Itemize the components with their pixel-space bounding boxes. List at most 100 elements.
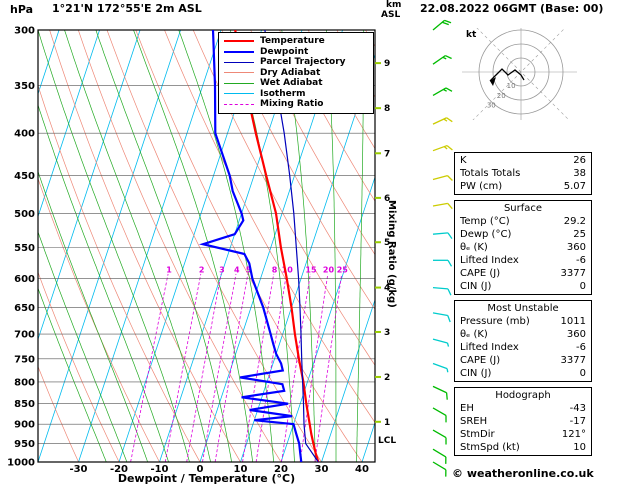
legend-label: Dewpoint [260, 46, 309, 57]
pressure-tick-label: 450 [14, 171, 35, 182]
stat-row: StmSpd (kt) 10 [455, 441, 591, 454]
station-title: 1°21'N 172°55'E 2m ASL [52, 2, 202, 15]
stats-section-hodograph: Hodograph EH -43 SREH -17 StmDir 121° StmSpd (k… [454, 387, 592, 456]
stats-section-surface: Surface Temp (°C) 29.2 Dewp (°C) 25 θₑ (K) 360… [454, 200, 592, 295]
stat-label: PW (cm) [460, 181, 503, 192]
pressure-tick-label: 400 [14, 129, 35, 140]
stat-label: StmDir [460, 429, 495, 440]
temp-tick-label: -10 [150, 464, 168, 475]
stat-label: CIN (J) [460, 368, 492, 379]
stat-value: 360 [566, 242, 586, 253]
dewpoint-curve [198, 30, 303, 462]
legend-item: Temperature [224, 36, 368, 47]
temp-tick-label: 20 [274, 464, 288, 475]
legend-item: Isotherm [224, 89, 368, 100]
stat-row: Dewp (°C) 25 [455, 228, 591, 241]
plot-frame [37, 29, 376, 463]
stat-value: 26 [573, 155, 586, 166]
km-tick-label: 8 [384, 104, 390, 114]
wind-barb-column [432, 19, 453, 477]
stat-row: θₑ (K) 360 [455, 241, 591, 254]
pressure-tick-label: 600 [14, 274, 35, 285]
wind-barb [432, 312, 451, 323]
temperature-curve [234, 30, 320, 462]
stat-label: K [460, 155, 467, 166]
pressure-tick-label: 650 [14, 303, 35, 314]
stat-value: 25 [573, 229, 586, 240]
stat-row: PW (cm) 5.07 [455, 180, 591, 193]
stat-label: Pressure (mb) [460, 316, 530, 327]
hodograph-ring [478, 29, 564, 115]
km-tick-label: 3 [384, 328, 390, 338]
stat-label: Lifted Index [460, 342, 519, 353]
stat-row: K 26 [455, 154, 591, 167]
stat-row: CIN (J) 0 [455, 280, 591, 293]
wind-barb [432, 448, 447, 464]
temp-tick-label: 10 [234, 464, 248, 475]
hodograph-ring [492, 43, 550, 101]
skewt-background: 1 2 3 4 5 8 10 15 20 25 [38, 30, 375, 462]
stat-row: CIN (J) 0 [455, 367, 591, 380]
pressure-tick-label: 500 [14, 209, 35, 220]
stat-value: 10 [573, 442, 586, 453]
parcel-trajectory-curve [264, 30, 319, 462]
wind-barb [432, 87, 453, 96]
stat-label: CAPE (J) [460, 268, 501, 279]
chart-legend: Temperature Dewpoint Parcel Trajectory Dry … [218, 32, 374, 114]
stats-section-most-unstable: Most Unstable Pressure (mb) 1011 θₑ (K) 360 L… [454, 300, 592, 382]
stat-value: 29.2 [563, 216, 586, 227]
pressure-tick-label: 750 [14, 354, 35, 365]
wind-barb [432, 232, 453, 239]
km-tick-label: 7 [384, 149, 390, 159]
mixing-ratio-value-label: 4 [234, 266, 240, 275]
isotherm-lines [38, 30, 375, 462]
wind-barb [432, 429, 447, 445]
legend-item: Mixing Ratio [224, 99, 368, 110]
altitude-unit-asl-label: ASL [381, 10, 401, 20]
stat-value: 0 [579, 281, 586, 292]
wind-barb [432, 461, 447, 477]
legend-label: Isotherm [260, 88, 306, 99]
km-tick-label: 5 [384, 238, 390, 248]
stat-label: Dewp (°C) [460, 229, 512, 240]
mixing-ratio-value-label: 10 [282, 266, 294, 275]
hodograph-ring-label: 10 [507, 82, 516, 90]
pressure-tick-label: 900 [14, 420, 35, 431]
legend-swatch [224, 40, 254, 43]
legend-swatch [224, 103, 254, 105]
dry-adiabat-lines [38, 30, 375, 462]
pressure-tick-label: 350 [14, 81, 35, 92]
wet-adiabat-lines [38, 30, 365, 462]
mixing-ratio-value-label: 5 [246, 266, 252, 275]
stat-row: CAPE (J) 3377 [455, 267, 591, 280]
legend-label: Temperature [260, 36, 325, 47]
legend-item: Dewpoint [224, 47, 368, 58]
temp-tick-label: 40 [355, 464, 369, 475]
stat-value: 0 [579, 368, 586, 379]
stats-section-title: Surface [503, 203, 543, 214]
stat-label: Totals Totals [460, 168, 521, 179]
x-axis-label: Dewpoint / Temperature (°C) [117, 472, 296, 485]
mixing-ratio-value-label: 8 [272, 266, 278, 275]
sounding-curves [198, 30, 320, 462]
wind-barb [432, 385, 448, 400]
legend-item: Dry Adiabat [224, 68, 368, 79]
stat-value: 5.07 [563, 181, 586, 192]
stat-value: 3377 [560, 355, 586, 366]
wind-barb [432, 144, 453, 152]
stats-section-title: Hodograph [495, 390, 551, 401]
wind-barb [432, 174, 453, 181]
hodograph-ring-label: 20 [497, 92, 506, 100]
stats-section-indices: K 26 Totals Totals 38 PW (cm) 5.07 [454, 152, 592, 195]
stat-row: StmDir 121° [455, 428, 591, 441]
legend-label: Mixing Ratio [260, 99, 324, 110]
pressure-tick-label: 300 [14, 26, 35, 37]
pressure-tick-label: 550 [14, 243, 35, 254]
wind-barb [432, 55, 452, 65]
legend-item: Parcel Trajectory [224, 57, 368, 68]
stat-label: StmSpd (kt) [460, 442, 520, 453]
temp-tick-label: -20 [110, 464, 128, 475]
axes: 3003504004505005506006507007508008509009… [7, 26, 390, 476]
mixing-ratio-value-label: 15 [305, 266, 317, 275]
